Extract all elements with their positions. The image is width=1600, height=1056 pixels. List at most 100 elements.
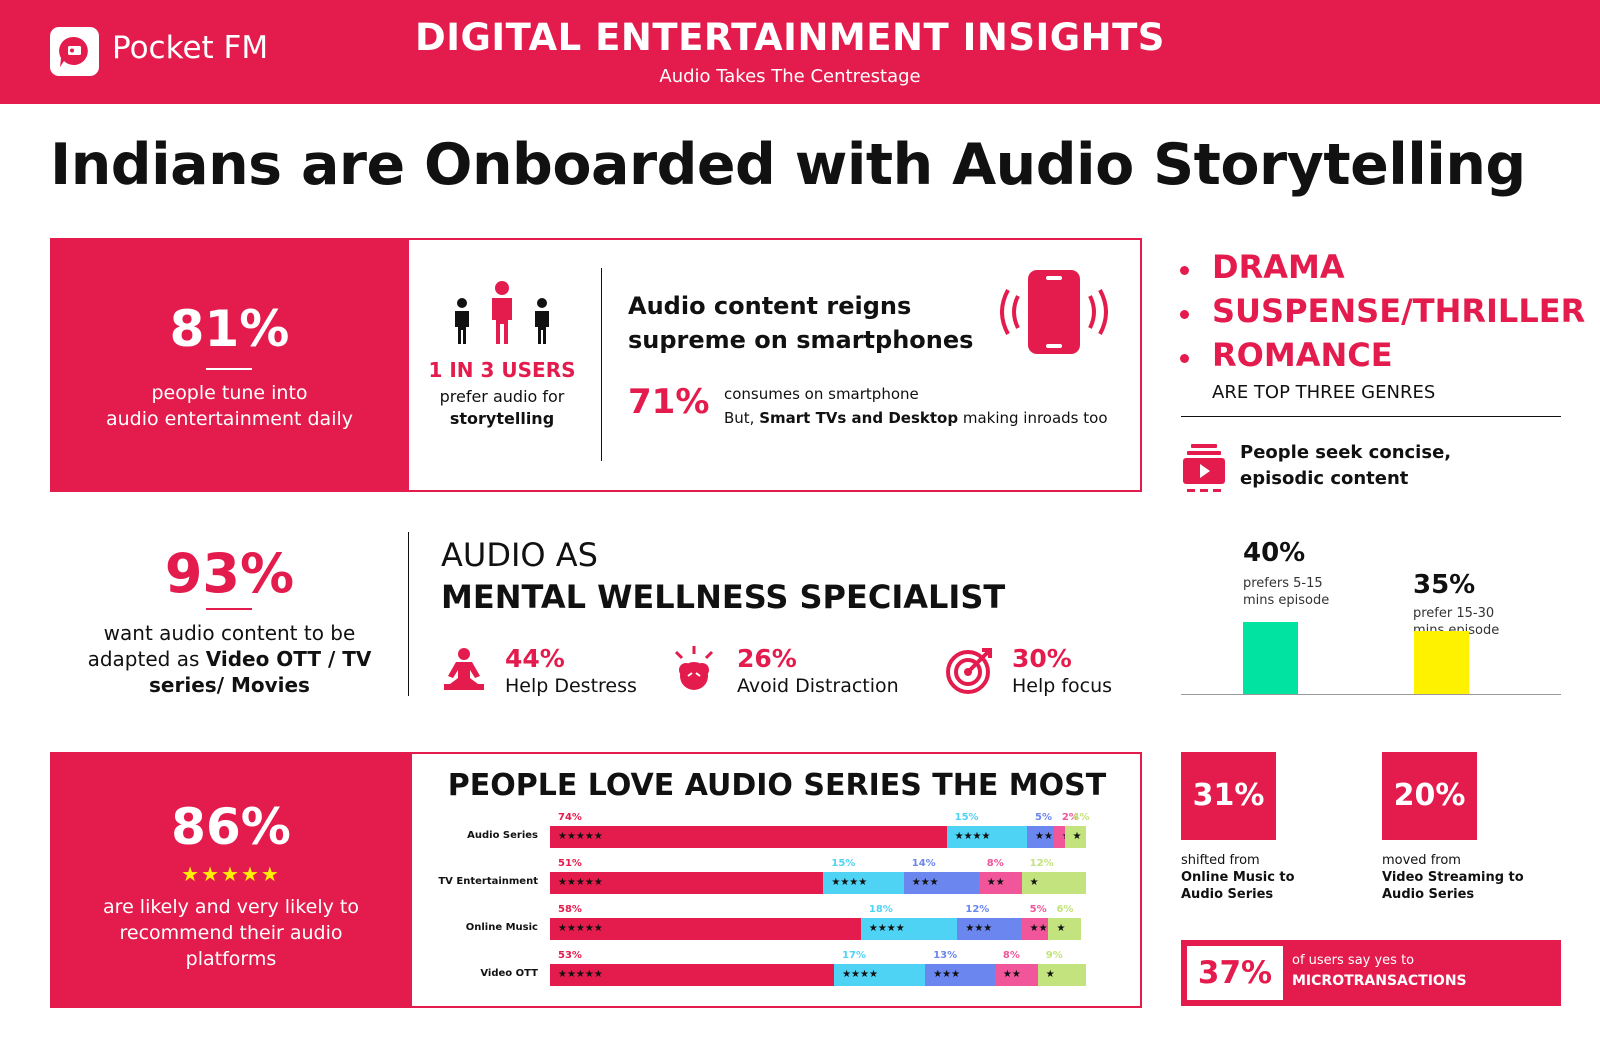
episode-bar-1-label-1: prefers 5-15 <box>1243 576 1323 591</box>
bar-segment: ★★ <box>994 964 1038 986</box>
episode-bar-2-pct: 35% <box>1413 570 1476 600</box>
stacked-bar-chart: Audio Series★★★★★★★★★★★★★★★74%15%5%2%4%T… <box>430 812 1130 1002</box>
bar-data-label: 4% <box>1072 812 1090 823</box>
daily-pct: 81% <box>169 300 290 358</box>
genres-caption: ARE TOP THREE GENRES <box>1212 382 1436 403</box>
episodic-text-2: episodic content <box>1240 468 1409 489</box>
bar-segment: ★ <box>1048 918 1081 940</box>
bar-segment: ★★★ <box>925 964 995 986</box>
recommend-text-2: recommend their audio <box>119 922 343 944</box>
vertical-divider <box>601 268 602 461</box>
bar-category-label: Audio Series <box>467 830 538 841</box>
bar-data-label: 15% <box>954 812 979 823</box>
bar-row: ★★★★★★★★★★★★★★★ <box>550 918 1086 940</box>
divider <box>206 368 252 370</box>
bar-data-label: 12% <box>965 904 990 915</box>
wellness-title-2: MENTAL WELLNESS SPECIALIST <box>441 578 1006 616</box>
shift-video-text-1: moved from <box>1382 853 1461 868</box>
bar-category-label: TV Entertainment <box>438 876 538 887</box>
header-bar <box>0 0 1600 104</box>
bar-data-label: 2% <box>1061 812 1079 823</box>
header-title: DIGITAL ENTERTAINMENT INSIGHTS <box>415 16 1165 59</box>
bar-data-label: 5% <box>1035 812 1053 823</box>
chart-baseline <box>1181 694 1561 695</box>
pocketfm-logo-icon <box>50 27 99 76</box>
bar-category-label: Online Music <box>465 922 538 933</box>
bar-segment: ★ <box>1021 872 1086 894</box>
rating-stars-icon: ★★★★★ <box>181 862 281 886</box>
bar-segment: ★★★★★ <box>550 918 861 940</box>
divider <box>206 608 252 610</box>
bar-segment: ★★★★ <box>860 918 958 940</box>
adapt-text-3: series/ Movies <box>149 673 310 697</box>
shift-video-pct: 20% <box>1382 752 1477 840</box>
wellness-1-pct: 44% <box>505 644 565 673</box>
smartphone-text-2: But, Smart TVs and Desktop making inroad… <box>724 409 1108 427</box>
smartphone-pct: 71% <box>628 382 710 422</box>
bar-segment: ★★★★ <box>823 872 904 894</box>
header-subtitle: Audio Takes The Centrestage <box>659 66 921 87</box>
bar-data-label: 51% <box>558 858 582 869</box>
shift-music-text-3: Audio Series <box>1181 887 1274 902</box>
users-text-2: storytelling <box>449 409 555 428</box>
bar-data-label: 5% <box>1029 904 1047 915</box>
episode-bar-2 <box>1414 631 1469 694</box>
wellness-3-label: Help focus <box>1012 675 1113 697</box>
bar-data-label: 74% <box>558 812 582 823</box>
bar-data-label: 6% <box>1056 904 1074 915</box>
shift-music-text-2: Online Music to <box>1181 870 1295 885</box>
smartphone-title-1: Audio content reigns <box>628 292 912 320</box>
bar-data-label: 14% <box>911 858 936 869</box>
bar-segment: ★★★★★ <box>550 872 824 894</box>
bar-segment: ★★ <box>978 872 1022 894</box>
shift-video-text-3: Audio Series <box>1382 887 1475 902</box>
daily-text-1: people tune into <box>151 382 308 404</box>
wellness-1-label: Help Destress <box>505 675 637 697</box>
recommend-stat-block <box>50 752 412 1008</box>
bar-row: ★★★★★★★★★★★★★★★ <box>550 964 1086 986</box>
users-headline: 1 IN 3 USERS <box>428 358 576 382</box>
wellness-2-label: Avoid Distraction <box>737 675 899 697</box>
bar-row: ★★★★★★★★★★★★★★★ <box>550 872 1086 894</box>
bar-row: ★★★★★★★★★★★★★★★ <box>550 826 1086 848</box>
bar-data-label: 13% <box>933 950 958 961</box>
bar-category-label: Video OTT <box>480 968 538 979</box>
episode-bar-1-label-2: mins episode <box>1243 593 1330 608</box>
smartphone-text-1: consumes on smartphone <box>724 385 919 403</box>
shift-video-text-2: Video Streaming to <box>1382 870 1524 885</box>
bar-segment: ★★ <box>1053 826 1080 848</box>
bar-segment: ★★★★★ <box>550 964 835 986</box>
bar-segment: ★★★★★ <box>550 826 947 848</box>
bar-data-label: 58% <box>558 904 582 915</box>
bar-segment: ★★★★ <box>946 826 1028 848</box>
episode-bar-2-label-1: prefer 15-30 <box>1413 606 1495 621</box>
daily-text-2: audio entertainment daily <box>105 408 354 430</box>
micro-pct: 37% <box>1187 946 1283 1000</box>
divider <box>1181 416 1561 417</box>
genre-1: DRAMA <box>1212 248 1345 286</box>
bar-data-label: 15% <box>831 858 856 869</box>
adapt-text-1: want audio content to be <box>103 621 356 645</box>
bar-segment: ★ <box>1064 826 1086 848</box>
wellness-title-1: AUDIO AS <box>441 536 598 574</box>
video-playlist-icon <box>1183 444 1225 498</box>
genre-3: ROMANCE <box>1212 336 1393 374</box>
bullet-icon <box>1180 310 1189 319</box>
episode-bar-1 <box>1243 622 1298 694</box>
bar-segment: ★★ <box>1021 918 1049 940</box>
vertical-divider <box>408 532 409 696</box>
bar-data-label: 18% <box>868 904 893 915</box>
users-text-1: prefer audio for <box>439 387 565 406</box>
wellness-2-pct: 26% <box>737 644 797 673</box>
shift-music-text-1: shifted from <box>1181 853 1260 868</box>
brain-icon <box>672 646 716 698</box>
shift-music-pct: 31% <box>1181 752 1276 840</box>
daily-stat-block <box>50 238 409 492</box>
bar-data-label: 17% <box>842 950 867 961</box>
bar-segment: ★ <box>1037 964 1086 986</box>
people-icon <box>448 280 558 350</box>
bar-data-label: 9% <box>1045 950 1063 961</box>
episode-bar-1-pct: 40% <box>1243 538 1306 568</box>
recommend-text-3: platforms <box>185 948 277 970</box>
bar-segment: ★★★ <box>1027 826 1062 848</box>
